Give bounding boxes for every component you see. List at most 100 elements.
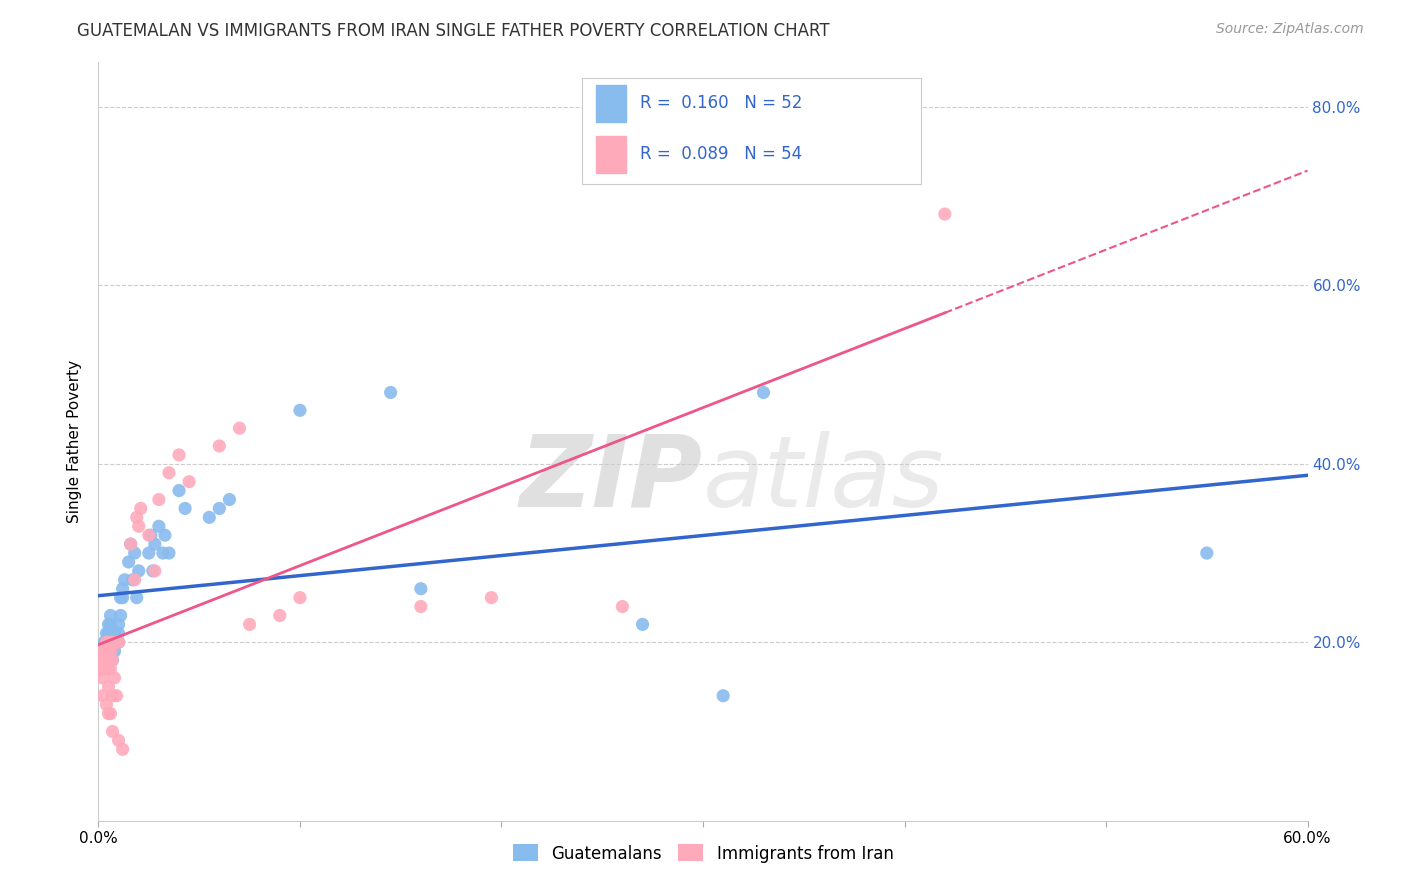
Point <box>93 653 115 667</box>
Point <box>129 501 152 516</box>
Text: ZIP: ZIP <box>520 431 703 528</box>
Legend: Guatemalans, Immigrants from Iran: Guatemalans, Immigrants from Iran <box>506 838 900 869</box>
Point <box>100 662 122 676</box>
Point <box>96 635 118 649</box>
Point <box>100 635 122 649</box>
Point <box>100 608 122 623</box>
Point <box>101 635 124 649</box>
Point <box>103 635 125 649</box>
Point <box>96 626 118 640</box>
Point <box>208 501 231 516</box>
Point <box>118 555 141 569</box>
Point <box>89 662 111 676</box>
Point <box>111 582 134 596</box>
Point <box>143 564 166 578</box>
Point <box>198 510 221 524</box>
Point <box>101 724 124 739</box>
Point <box>103 626 125 640</box>
Text: GUATEMALAN VS IMMIGRANTS FROM IRAN SINGLE FATHER POVERTY CORRELATION CHART: GUATEMALAN VS IMMIGRANTS FROM IRAN SINGL… <box>77 22 830 40</box>
Point <box>107 617 129 632</box>
Point <box>380 385 402 400</box>
Point <box>103 635 125 649</box>
Point <box>93 635 115 649</box>
Point <box>148 519 170 533</box>
Point <box>100 644 122 658</box>
Point <box>91 662 114 676</box>
Point <box>167 483 190 498</box>
Point <box>218 492 240 507</box>
Point <box>93 644 115 658</box>
Point <box>174 501 197 516</box>
Point <box>612 599 634 614</box>
Point <box>97 617 120 632</box>
Point <box>91 644 114 658</box>
Point <box>139 528 162 542</box>
Point <box>711 689 734 703</box>
Point <box>110 608 132 623</box>
Point <box>208 439 231 453</box>
Point <box>934 207 956 221</box>
Point <box>167 448 190 462</box>
Point <box>138 528 160 542</box>
Point <box>120 537 142 551</box>
Point <box>269 608 291 623</box>
Point <box>105 689 128 703</box>
Point <box>125 510 148 524</box>
Point <box>97 635 120 649</box>
Point <box>107 635 129 649</box>
Point <box>228 421 250 435</box>
Text: Source: ZipAtlas.com: Source: ZipAtlas.com <box>1216 22 1364 37</box>
Point <box>101 653 124 667</box>
Point <box>752 385 775 400</box>
Point <box>103 644 125 658</box>
Point <box>107 733 129 747</box>
Point <box>96 698 118 712</box>
Point <box>105 635 128 649</box>
Point <box>128 564 150 578</box>
Point <box>288 403 311 417</box>
Point <box>157 546 180 560</box>
Point <box>105 635 128 649</box>
Point <box>409 582 432 596</box>
Point <box>91 653 114 667</box>
Point <box>101 653 124 667</box>
Point <box>1195 546 1218 560</box>
Point <box>103 671 125 685</box>
Point <box>110 591 132 605</box>
Point <box>107 635 129 649</box>
Point <box>481 591 503 605</box>
Point <box>91 689 114 703</box>
Point <box>101 635 124 649</box>
Point <box>91 671 114 685</box>
Point <box>142 564 165 578</box>
Text: atlas: atlas <box>703 431 945 528</box>
Point <box>288 591 311 605</box>
Point <box>239 617 262 632</box>
Point <box>148 492 170 507</box>
Point <box>153 528 176 542</box>
Point <box>125 591 148 605</box>
Y-axis label: Single Father Poverty: Single Father Poverty <box>67 360 83 523</box>
Point <box>105 635 128 649</box>
Point <box>97 706 120 721</box>
Point <box>101 689 124 703</box>
Point <box>97 680 120 694</box>
Point <box>100 635 122 649</box>
Point <box>157 466 180 480</box>
Point <box>93 662 115 676</box>
Point <box>101 626 124 640</box>
Point <box>96 653 118 667</box>
Point <box>97 644 120 658</box>
Point <box>111 591 134 605</box>
Point <box>631 617 654 632</box>
Point <box>124 546 146 560</box>
Point <box>121 573 143 587</box>
Point <box>120 537 142 551</box>
Point <box>100 644 122 658</box>
Point <box>93 635 115 649</box>
Point <box>96 635 118 649</box>
Point <box>124 573 146 587</box>
Point <box>409 599 432 614</box>
Point <box>89 653 111 667</box>
Point <box>143 537 166 551</box>
